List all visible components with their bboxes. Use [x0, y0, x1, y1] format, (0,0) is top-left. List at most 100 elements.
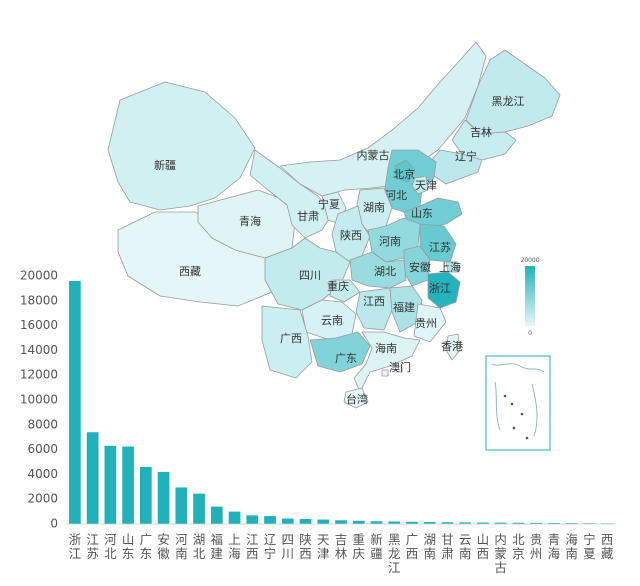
label-hunan: 江西 [363, 295, 385, 308]
region-beijing[interactable]: 北京 [393, 159, 416, 183]
x-tick-label: 四川 [282, 532, 295, 561]
label-sichuan: 四川 [299, 269, 321, 282]
bar[interactable] [352, 520, 365, 524]
bar[interactable] [86, 432, 99, 524]
bar[interactable] [477, 522, 489, 524]
region-liaoning[interactable]: 辽宁 [429, 149, 483, 185]
region-hainan[interactable]: 台湾 [343, 387, 369, 409]
label-guizhou: 云南 [321, 314, 343, 327]
x-tick-label: 青海 [548, 532, 561, 561]
x-tick-label: 新疆 [370, 532, 383, 561]
label-anhui: 安徽 [409, 260, 431, 274]
bar[interactable] [335, 520, 347, 524]
y-tick-label: 20000 [20, 269, 58, 283]
bar[interactable] [193, 493, 205, 524]
bar[interactable] [459, 522, 472, 524]
bar[interactable] [388, 521, 401, 524]
bar[interactable] [175, 487, 188, 524]
region-shandong[interactable]: 山东 [403, 197, 463, 229]
bar[interactable] [370, 521, 383, 524]
bar[interactable] [122, 446, 134, 525]
label-jilin: 吉林 [470, 125, 492, 139]
region-aomen[interactable] [381, 369, 389, 377]
bar[interactable] [406, 521, 418, 524]
x-tick-label: 内蒙古 [494, 532, 507, 575]
label-qinghai: 青海 [239, 214, 261, 228]
x-tick-label: 云南 [459, 532, 472, 561]
label-guangdong: 海南 [375, 341, 397, 355]
bar[interactable] [228, 511, 241, 524]
bar[interactable] [139, 466, 152, 524]
bar[interactable] [317, 519, 330, 524]
region-zhejiang[interactable]: 浙江 [427, 271, 461, 309]
label-xinjiang: 新疆 [154, 158, 176, 172]
label-chongqing: 重庆 [327, 279, 349, 293]
region-fujian[interactable]: 贵州 [413, 303, 447, 343]
x-tick-label: 北京 [512, 532, 525, 561]
bar[interactable] [157, 471, 170, 524]
x-tick-label: 浙江 [69, 532, 82, 561]
label-liaoning: 辽宁 [455, 149, 477, 163]
region-shanxi[interactable]: 湖南 [356, 187, 393, 235]
visual-map-max-label: 20000 [520, 257, 539, 264]
label-hainan: 台湾 [346, 392, 368, 406]
bar[interactable] [565, 523, 578, 524]
region-taiwan[interactable]: 香港 [441, 333, 463, 361]
label-hebei: 河北 [385, 189, 407, 202]
x-tick-label: 甘肃 [441, 532, 454, 561]
region-guangxi[interactable]: 广东 [309, 331, 371, 373]
region-yunnan[interactable]: 广西 [261, 305, 313, 379]
region-hunan[interactable]: 江西 [355, 287, 393, 331]
region-sichuan[interactable]: 四川 [264, 237, 351, 311]
x-tick-label: 西藏 [601, 532, 614, 561]
region-xinjiang[interactable]: 新疆 [107, 81, 256, 211]
label-yunnan: 广西 [280, 332, 302, 345]
x-tick-label: 江苏 [86, 532, 99, 561]
label-jiangsu: 江苏 [429, 241, 451, 254]
bar[interactable] [264, 516, 276, 524]
x-tick-label: 贵州 [530, 532, 543, 561]
bar[interactable] [299, 519, 312, 524]
region-neimenggu[interactable]: 内蒙古 [279, 41, 487, 197]
bar[interactable] [530, 522, 543, 524]
region-chongqing[interactable]: 重庆 [327, 279, 361, 303]
visual-map-min-label: 0 [528, 330, 532, 337]
visual-map-legend[interactable]: 20000 0 [520, 257, 539, 337]
label-heilongjiang: 黑龙江 [492, 95, 525, 108]
y-tick-label: 18000 [20, 293, 58, 307]
bar[interactable] [548, 523, 560, 524]
bar[interactable] [246, 515, 259, 524]
label-zhejiang: 浙江 [429, 282, 451, 295]
region-tianjin[interactable]: 天津 [411, 175, 437, 195]
label-xizang: 西藏 [179, 265, 201, 278]
region-hubei[interactable]: 湖北 [349, 251, 407, 289]
region-guizhou[interactable]: 云南 [301, 299, 357, 341]
label-xianggang: 澳门 [389, 360, 411, 374]
region-xianggang[interactable]: 澳门 [389, 360, 411, 374]
x-tick-label: 黑龙江 [388, 532, 401, 575]
y-tick-label: 14000 [20, 343, 58, 357]
visual-map-gradient[interactable] [525, 266, 535, 326]
x-tick-label: 湖南 [423, 532, 436, 561]
x-tick-label: 重庆 [352, 532, 365, 561]
region-shanghai[interactable]: 上海 [439, 260, 461, 274]
y-tick-label: 4000 [27, 467, 58, 481]
bar[interactable] [104, 445, 117, 524]
bars [69, 280, 613, 525]
label-shanghai: 上海 [439, 260, 461, 274]
x-tick-label: 河南 [175, 532, 188, 561]
x-tick-label: 广东 [140, 532, 153, 561]
china-map: 新疆 西藏 青海 甘肃 内蒙古 宁夏 黑龙江 吉林 [107, 41, 561, 451]
region-guangdong[interactable]: 海南 [353, 331, 421, 393]
south-china-sea-inset [485, 355, 551, 451]
bar[interactable] [441, 522, 454, 524]
x-tick-label: 天津 [317, 532, 330, 561]
bar[interactable] [210, 506, 223, 524]
bar[interactable] [281, 518, 294, 524]
bar[interactable] [512, 522, 525, 524]
label-jiangxi: 福建 [393, 300, 415, 314]
bar[interactable] [423, 522, 436, 524]
bar[interactable] [69, 280, 81, 524]
bar[interactable] [494, 522, 507, 524]
region-jilin[interactable]: 吉林 [451, 119, 517, 161]
